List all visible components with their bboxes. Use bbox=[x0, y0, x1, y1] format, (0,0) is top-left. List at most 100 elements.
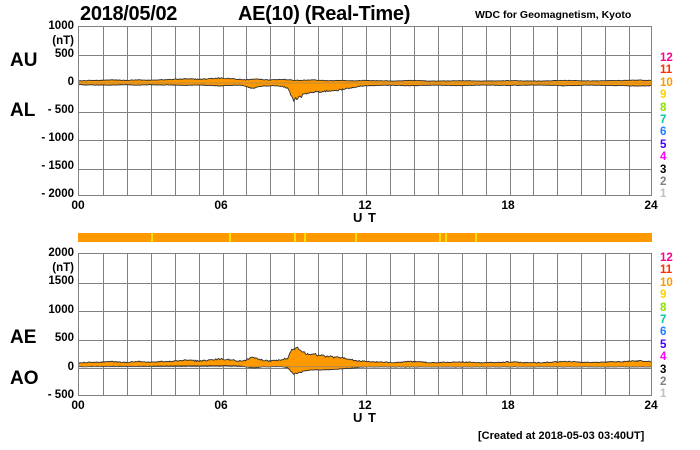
legend-item-top-10: 10 bbox=[660, 76, 673, 89]
gridline-vertical bbox=[294, 254, 295, 395]
legend-item-bottom-1: 1 bbox=[660, 388, 667, 401]
y-tick-top-4: - 1000 bbox=[41, 132, 74, 144]
series-label-au: AU bbox=[10, 50, 38, 71]
gridline-vertical bbox=[486, 254, 487, 395]
y-unit-bot: (nT) bbox=[52, 262, 74, 274]
legend-item-bottom-2: 2 bbox=[660, 376, 667, 389]
legend-item-bottom-8: 8 bbox=[660, 301, 667, 314]
legend-item-bottom-12: 12 bbox=[660, 252, 673, 264]
legend-item-bottom-5: 5 bbox=[660, 338, 667, 351]
trace-line-al bbox=[79, 85, 651, 101]
availability-gap bbox=[355, 233, 358, 242]
y-tick-bot-0: 2000 bbox=[48, 247, 74, 259]
gridline-vertical bbox=[629, 27, 630, 195]
gridline-vertical bbox=[462, 254, 463, 395]
gridline-vertical bbox=[270, 254, 271, 395]
availability-gap bbox=[439, 233, 442, 242]
y-axis-bottom: 2000 (nT) 1500 1000 500 0 - 500 bbox=[0, 0, 74, 420]
legend-item-bottom-4: 4 bbox=[660, 351, 667, 364]
gridline-vertical bbox=[199, 254, 200, 395]
legend-item-bottom-6: 6 bbox=[660, 326, 667, 339]
trace-fill bbox=[79, 77, 651, 102]
gridline-vertical bbox=[438, 254, 439, 395]
x-tick-top-2: 12 bbox=[358, 198, 372, 212]
gridline-vertical bbox=[510, 27, 511, 195]
x-axis-title-bottom: U T bbox=[353, 410, 377, 425]
y-tick-top-1: 500 bbox=[54, 48, 74, 60]
y-tick-top-5: - 1500 bbox=[41, 160, 74, 172]
legend-item-bottom-10: 10 bbox=[660, 276, 673, 289]
gridline-vertical bbox=[103, 254, 104, 395]
y-tick-top-2: 0 bbox=[67, 76, 74, 88]
gridline-horizontal bbox=[79, 283, 651, 284]
gridline-vertical bbox=[199, 27, 200, 195]
gridline-vertical bbox=[629, 254, 630, 395]
x-tick-top-3: 18 bbox=[501, 198, 515, 212]
y-axis-top: 1000 (nT) 500 0 - 500 - 1000 - 1500 - 20… bbox=[0, 0, 74, 230]
chart-panel-au-al bbox=[78, 26, 652, 196]
y-tick-bot-1: 1500 bbox=[48, 275, 74, 287]
series-label-ae: AE bbox=[10, 327, 37, 348]
gridline-vertical bbox=[605, 27, 606, 195]
legend-item-top-9: 9 bbox=[660, 89, 667, 102]
x-tick-top-0: 00 bbox=[71, 198, 85, 212]
trace-line-au bbox=[79, 78, 651, 82]
gridline-vertical bbox=[581, 27, 582, 195]
station-count-legend-top: 12 11 10 9 8 7 6 5 4 3 2 1 bbox=[660, 52, 684, 201]
data-availability-bar bbox=[78, 233, 652, 242]
gridline-horizontal bbox=[79, 112, 651, 113]
availability-gap bbox=[294, 233, 297, 242]
page-title-index: AE(10) (Real-Time) bbox=[238, 3, 411, 25]
trace-line-ae bbox=[79, 347, 651, 363]
gridline-vertical bbox=[127, 254, 128, 395]
created-timestamp: [Created at 2018-05-03 03:40UT] bbox=[478, 430, 645, 442]
gridline-vertical bbox=[175, 27, 176, 195]
y-tick-top-3: - 500 bbox=[47, 104, 74, 116]
legend-item-top-2: 2 bbox=[660, 176, 667, 189]
gridline-horizontal bbox=[79, 368, 651, 369]
gridline-horizontal bbox=[79, 311, 651, 312]
gridline-vertical bbox=[342, 254, 343, 395]
y-tick-bot-2: 1000 bbox=[48, 304, 74, 316]
gridline-vertical bbox=[486, 27, 487, 195]
legend-item-top-3: 3 bbox=[660, 163, 667, 176]
gridline-vertical bbox=[581, 254, 582, 395]
plot-area-ae-ao bbox=[79, 254, 651, 395]
y-unit-top: (nT) bbox=[52, 35, 74, 47]
gridline-vertical bbox=[127, 27, 128, 195]
gridline-horizontal bbox=[79, 140, 651, 141]
series-label-ao: AO bbox=[10, 368, 39, 389]
gridline-vertical bbox=[414, 27, 415, 195]
availability-gap bbox=[228, 233, 231, 242]
gridline-vertical bbox=[318, 254, 319, 395]
gridline-vertical bbox=[557, 254, 558, 395]
availability-gap bbox=[150, 233, 153, 242]
page-title-date: 2018/05/02 bbox=[80, 3, 178, 25]
station-count-legend-bottom: 12 11 10 9 8 7 6 5 4 3 2 1 bbox=[660, 252, 684, 401]
availability-gap bbox=[304, 233, 306, 242]
gridline-vertical bbox=[557, 27, 558, 195]
credit-label: WDC for Geomagnetism, Kyoto bbox=[475, 9, 632, 21]
gridline-vertical bbox=[151, 254, 152, 395]
gridline-vertical bbox=[366, 254, 367, 395]
legend-item-top-1: 1 bbox=[660, 188, 667, 201]
gridline-vertical bbox=[390, 27, 391, 195]
gridline-vertical bbox=[246, 27, 247, 195]
chart-panel-ae-ao bbox=[78, 253, 652, 396]
legend-item-top-6: 6 bbox=[660, 126, 667, 139]
availability-gap bbox=[445, 233, 448, 242]
gridline-vertical bbox=[294, 27, 295, 195]
legend-item-bottom-9: 9 bbox=[660, 289, 667, 302]
gridline-vertical bbox=[318, 27, 319, 195]
legend-item-top-7: 7 bbox=[660, 114, 667, 127]
x-tick-bot-4: 24 bbox=[644, 398, 658, 412]
x-tick-top-1: 06 bbox=[214, 198, 228, 212]
legend-item-bottom-11: 11 bbox=[660, 264, 673, 277]
gridline-vertical bbox=[151, 27, 152, 195]
gridline-vertical bbox=[510, 254, 511, 395]
y-tick-bot-5: - 500 bbox=[47, 389, 74, 401]
legend-item-top-4: 4 bbox=[660, 151, 667, 164]
availability-gap bbox=[475, 233, 478, 242]
gridline-vertical bbox=[223, 27, 224, 195]
gridline-vertical bbox=[414, 254, 415, 395]
